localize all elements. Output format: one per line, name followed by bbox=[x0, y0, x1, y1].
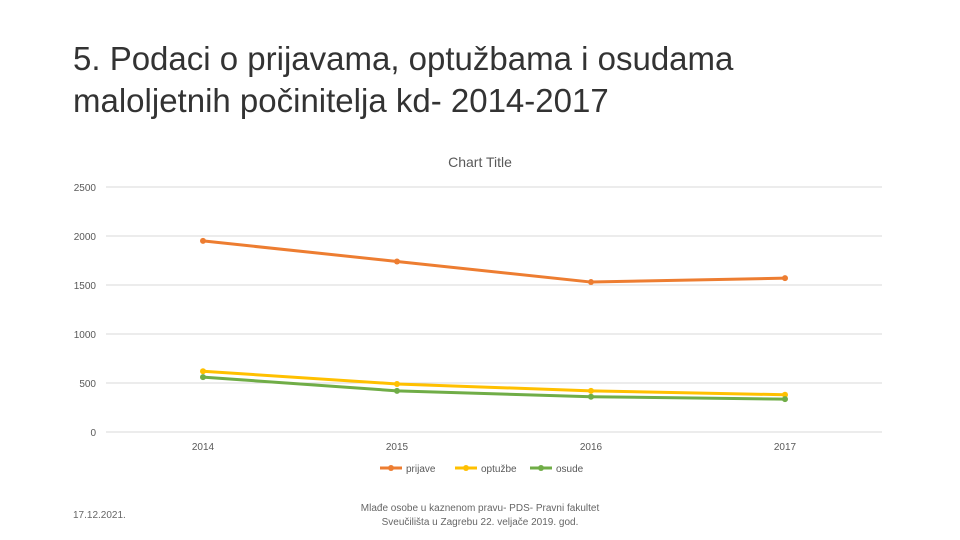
data-point bbox=[782, 396, 788, 403]
y-tick-label: 1500 bbox=[74, 281, 97, 292]
data-point bbox=[394, 258, 400, 265]
data-point bbox=[200, 374, 206, 381]
data-point bbox=[588, 387, 594, 394]
legend-item-osude: osude bbox=[530, 464, 584, 475]
data-point bbox=[588, 393, 594, 400]
data-point bbox=[588, 279, 594, 286]
legend-marker bbox=[388, 465, 394, 471]
series-line-prijave bbox=[201, 239, 787, 284]
x-tick-label: 2014 bbox=[192, 442, 215, 453]
chart-series bbox=[200, 237, 788, 403]
x-axis-labels: 2014 2015 2016 2017 bbox=[192, 442, 797, 453]
series-line-osude bbox=[201, 375, 787, 401]
data-point bbox=[200, 368, 206, 375]
series-optužbe bbox=[200, 368, 788, 398]
series-prijave bbox=[200, 237, 788, 286]
data-point bbox=[782, 275, 788, 282]
footer-source-line-1: Mlađe osobe u kaznenom pravu- PDS- Pravn… bbox=[360, 503, 600, 514]
chart-legend: prijave optužbe osude bbox=[380, 464, 584, 475]
slide-title: 5. Podaci o prijavama, optužbama i osuda… bbox=[73, 38, 893, 122]
legend-label: osude bbox=[556, 464, 584, 475]
y-tick-label: 1000 bbox=[74, 330, 97, 341]
footer-source: Mlađe osobe u kaznenom pravu- PDS- Pravn… bbox=[330, 502, 630, 530]
x-tick-label: 2017 bbox=[774, 442, 797, 453]
data-point bbox=[200, 237, 206, 244]
legend-marker bbox=[463, 465, 469, 471]
legend-item-prijave: prijave bbox=[380, 464, 436, 475]
y-tick-label: 2000 bbox=[74, 232, 97, 243]
series-osude bbox=[200, 374, 788, 403]
footer-source-line-2: Sveučilišta u Zagrebu 22. veljače 2019. … bbox=[381, 517, 579, 528]
footer-date: 17.12.2021. bbox=[73, 510, 126, 521]
series-line-optužbe bbox=[201, 369, 787, 397]
chart-gridlines bbox=[106, 186, 882, 433]
slide-title-line-1: 5. Podaci o prijavama, optužbama i osuda… bbox=[73, 40, 734, 77]
data-point bbox=[394, 380, 400, 387]
data-point bbox=[394, 387, 400, 394]
y-axis-labels: 0 500 1000 1500 2000 2500 bbox=[74, 183, 97, 439]
data-point bbox=[782, 391, 788, 398]
y-tick-label: 0 bbox=[90, 428, 96, 439]
y-tick-label: 500 bbox=[79, 379, 96, 390]
y-tick-label: 2500 bbox=[74, 183, 97, 194]
chart-title: Chart Title bbox=[448, 154, 512, 170]
legend-label: optužbe bbox=[481, 464, 517, 475]
legend-marker bbox=[538, 465, 544, 471]
slide-title-line-2: maloljetnih počinitelja kd- 2014-2017 bbox=[73, 82, 609, 119]
legend-item-optužbe: optužbe bbox=[455, 464, 517, 475]
legend-label: prijave bbox=[406, 464, 436, 475]
x-tick-label: 2015 bbox=[386, 442, 409, 453]
x-tick-label: 2016 bbox=[580, 442, 603, 453]
